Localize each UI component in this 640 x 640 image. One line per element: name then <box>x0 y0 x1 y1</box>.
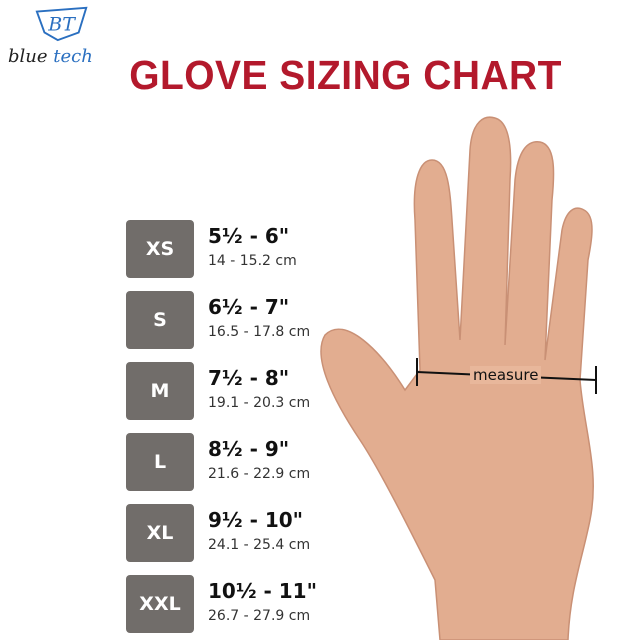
size-cm: 19.1 - 20.3 cm <box>208 395 311 411</box>
size-badge: L <box>126 433 194 491</box>
size-cm: 14 - 15.2 cm <box>208 253 297 269</box>
size-inches: 6½ - 7" <box>208 295 290 319</box>
bt-logo-icon: BT <box>35 6 88 42</box>
size-cm: 24.1 - 25.4 cm <box>208 537 311 553</box>
size-inches: 10½ - 11" <box>208 579 318 603</box>
brand-first: blue <box>8 46 48 67</box>
measure-label: measure <box>470 366 542 384</box>
size-cm: 16.5 - 17.8 cm <box>208 324 311 340</box>
size-badge: M <box>126 362 194 420</box>
size-badge: XXL <box>126 575 194 633</box>
page-title: GLOVE SIZING CHART <box>129 52 562 98</box>
brand-second: tech <box>53 46 93 67</box>
brand-name: blue tech <box>8 46 93 68</box>
hand-illustration <box>320 116 597 640</box>
size-inches: 7½ - 8" <box>208 366 290 390</box>
logo-monogram: BT <box>47 14 76 36</box>
size-cm: 21.6 - 22.9 cm <box>208 466 311 482</box>
size-cm: 26.7 - 27.9 cm <box>208 608 311 624</box>
size-inches: 8½ - 9" <box>208 437 290 461</box>
size-inches: 5½ - 6" <box>208 224 290 248</box>
size-inches: 9½ - 10" <box>208 508 304 532</box>
size-badge: XS <box>126 220 194 278</box>
size-badge: S <box>126 291 194 349</box>
size-badge: XL <box>126 504 194 562</box>
